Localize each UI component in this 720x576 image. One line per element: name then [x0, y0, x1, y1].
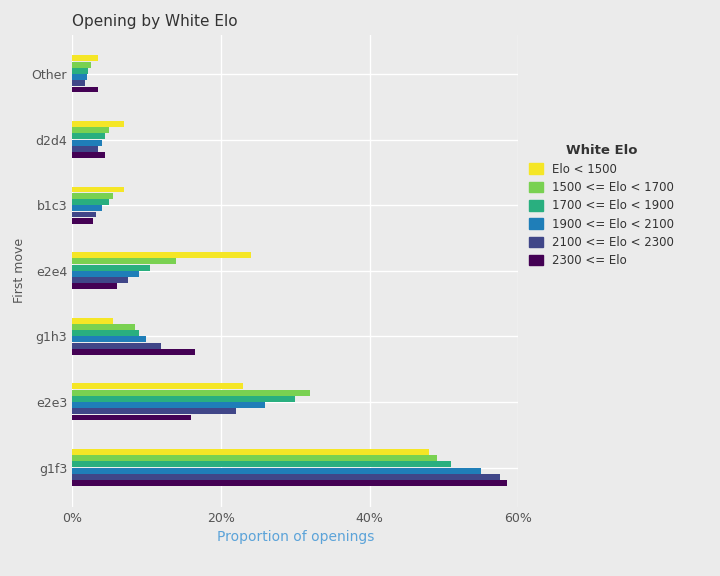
- Bar: [72, 86, 98, 93]
- Y-axis label: First move: First move: [13, 238, 26, 304]
- Bar: [72, 62, 91, 67]
- Bar: [72, 146, 98, 152]
- Bar: [72, 396, 295, 401]
- Bar: [72, 140, 102, 146]
- Legend: Elo < 1500, 1500 <= Elo < 1700, 1700 <= Elo < 1900, 1900 <= Elo < 2100, 2100 <= : Elo < 1500, 1500 <= Elo < 1700, 1700 <= …: [528, 145, 675, 267]
- Bar: [72, 55, 98, 61]
- Bar: [72, 259, 176, 264]
- Bar: [72, 121, 124, 127]
- Bar: [72, 277, 128, 283]
- Bar: [72, 134, 105, 139]
- Bar: [72, 199, 109, 205]
- X-axis label: Proportion of openings: Proportion of openings: [217, 530, 374, 544]
- Bar: [72, 324, 135, 330]
- Bar: [72, 349, 194, 355]
- Bar: [72, 408, 235, 414]
- Bar: [72, 152, 105, 158]
- Bar: [72, 449, 429, 455]
- Bar: [72, 218, 93, 223]
- Bar: [72, 271, 139, 277]
- Bar: [72, 318, 113, 324]
- Bar: [72, 68, 89, 74]
- Bar: [72, 205, 102, 211]
- Bar: [72, 211, 96, 217]
- Bar: [72, 455, 436, 461]
- Bar: [72, 336, 146, 342]
- Bar: [72, 193, 113, 199]
- Bar: [72, 389, 310, 396]
- Bar: [72, 330, 139, 336]
- Bar: [72, 252, 251, 258]
- Bar: [72, 474, 500, 480]
- Bar: [72, 127, 109, 133]
- Bar: [72, 415, 191, 420]
- Bar: [72, 283, 117, 289]
- Bar: [72, 74, 87, 80]
- Bar: [72, 384, 243, 389]
- Bar: [72, 402, 266, 408]
- Bar: [72, 264, 150, 271]
- Bar: [72, 187, 124, 192]
- Bar: [72, 468, 481, 473]
- Text: Opening by White Elo: Opening by White Elo: [72, 14, 238, 29]
- Bar: [72, 480, 507, 486]
- Bar: [72, 80, 86, 86]
- Bar: [72, 343, 161, 348]
- Bar: [72, 461, 451, 467]
